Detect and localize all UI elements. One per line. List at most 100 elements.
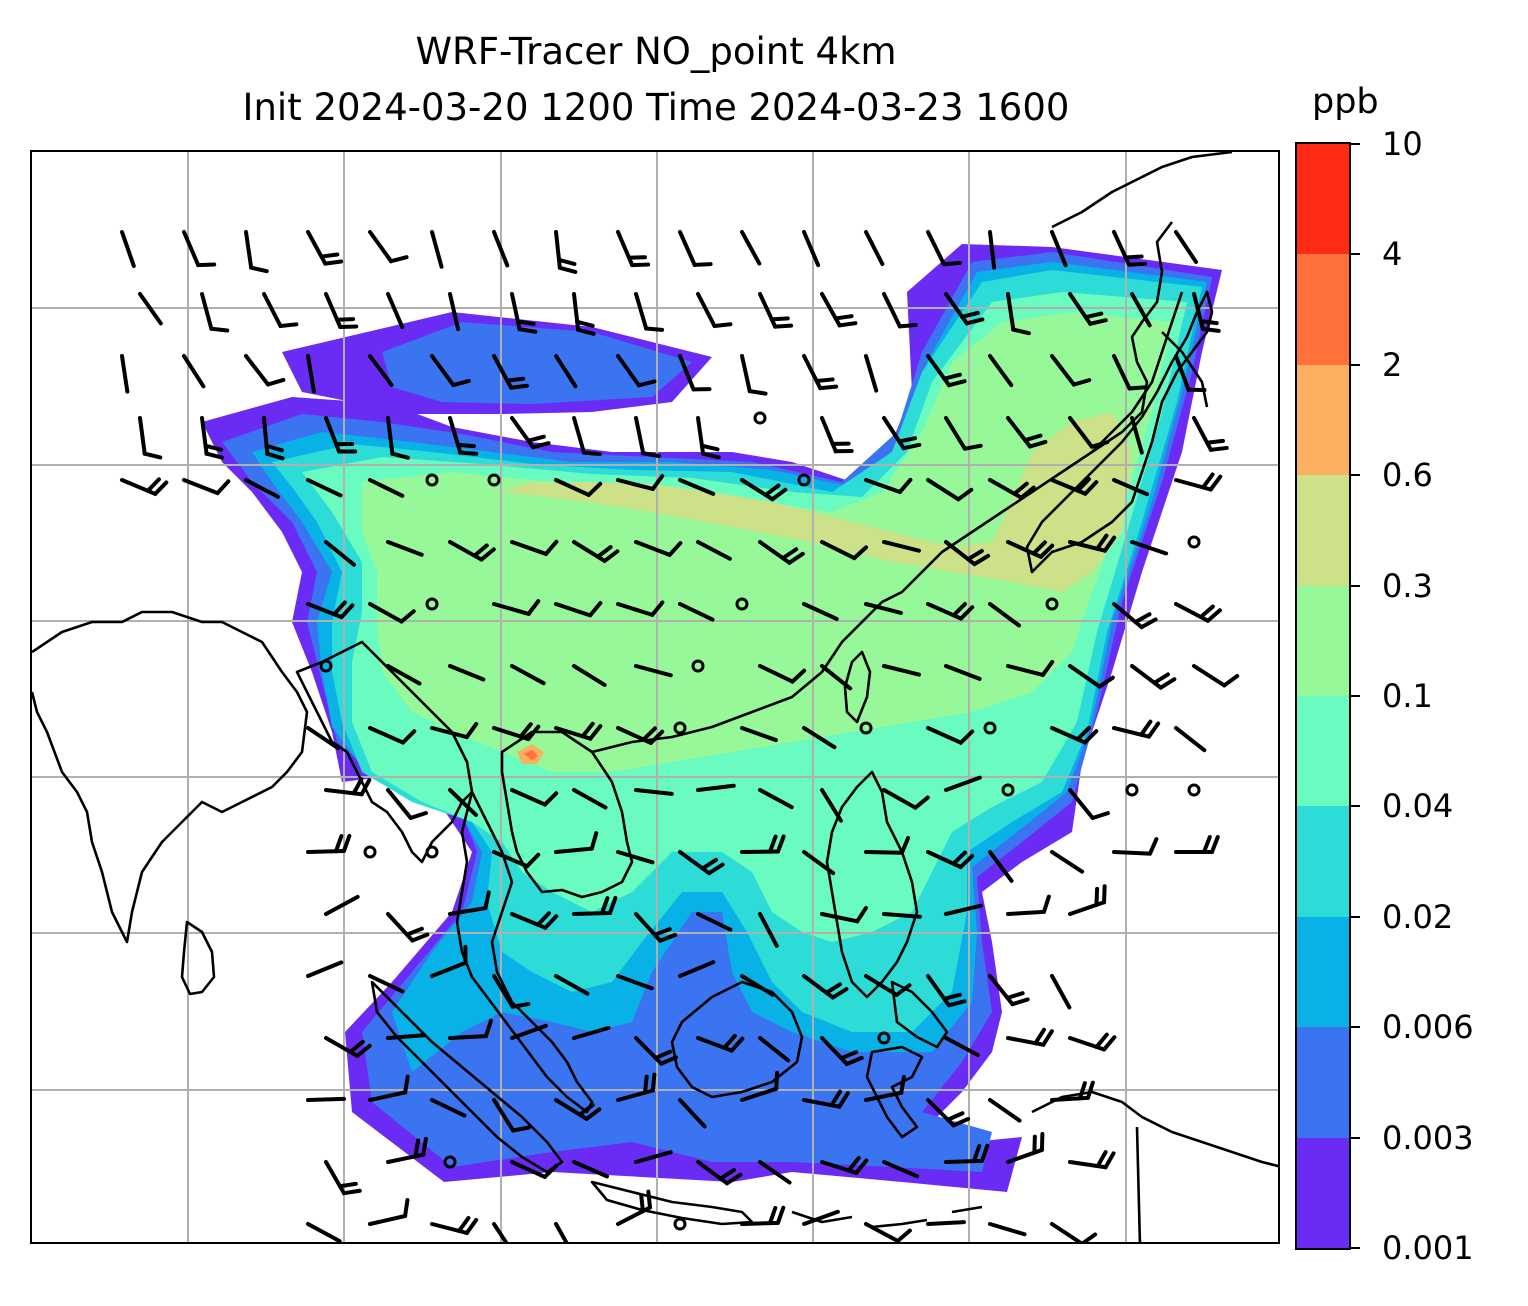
wind-barb bbox=[678, 230, 713, 267]
wind-barb bbox=[430, 354, 471, 388]
wind-barb bbox=[1192, 664, 1240, 688]
wind-barb-flag bbox=[773, 323, 794, 329]
wind-barb bbox=[1068, 788, 1110, 820]
wind-barb-shaft bbox=[758, 788, 794, 810]
wind-barb-flag bbox=[1095, 1150, 1108, 1169]
wind-barb bbox=[510, 539, 559, 556]
wind-barb-shaft bbox=[740, 354, 752, 394]
wind-barb-shaft bbox=[864, 974, 899, 997]
wind-barb bbox=[988, 602, 1021, 628]
wind-barb bbox=[1050, 974, 1072, 1010]
wind-barb-shaft bbox=[306, 354, 316, 394]
wind-barb-shaft bbox=[262, 292, 283, 329]
calm-marker bbox=[487, 473, 501, 487]
wind-barb bbox=[1068, 292, 1108, 326]
wind-barb bbox=[1006, 540, 1055, 559]
wind-barb-shaft bbox=[368, 230, 394, 264]
wind-barb bbox=[944, 416, 983, 451]
wind-barb-flag bbox=[852, 545, 869, 561]
wind-barb bbox=[758, 1160, 792, 1185]
wind-barb bbox=[368, 974, 405, 994]
wind-barb bbox=[430, 1215, 479, 1235]
wind-barb bbox=[678, 354, 712, 392]
wind-barb-shaft bbox=[386, 1033, 426, 1040]
wind-barb bbox=[1006, 292, 1031, 336]
wind-barb bbox=[1112, 719, 1161, 739]
wind-barb-shaft bbox=[554, 354, 578, 389]
wind-barb-shaft bbox=[616, 354, 641, 388]
wind-barb bbox=[988, 478, 1036, 500]
wind-barb-flag bbox=[767, 834, 778, 854]
wind-barb-shaft bbox=[430, 230, 444, 269]
map-title-line-2: Init 2024-03-20 1200 Time 2024-03-23 160… bbox=[242, 86, 1070, 129]
wind-barb bbox=[678, 1098, 707, 1129]
wind-barb-shaft bbox=[634, 292, 649, 331]
wind-barb-shaft bbox=[1006, 292, 1016, 332]
wind-barb bbox=[1192, 416, 1229, 452]
wind-barb-shaft bbox=[696, 292, 717, 328]
wind-barb bbox=[634, 1150, 673, 1164]
wind-barb bbox=[306, 230, 344, 266]
wind-barb-flag bbox=[650, 1072, 657, 1093]
wind-barb bbox=[740, 1070, 780, 1102]
wind-barb-shaft bbox=[678, 602, 715, 622]
wind-barb-flag bbox=[408, 811, 428, 820]
wind-barb bbox=[554, 601, 603, 618]
calm-marker bbox=[859, 721, 873, 735]
wind-barb bbox=[430, 944, 468, 978]
wind-barb-flag bbox=[763, 483, 781, 497]
wind-barb-flag bbox=[951, 602, 967, 618]
coastline-korea bbox=[1091, 221, 1174, 454]
wind-barb-flag bbox=[421, 1136, 428, 1157]
wind-barb-flag bbox=[1205, 608, 1222, 623]
colorbar-segment bbox=[1297, 144, 1349, 255]
wind-barb-shaft bbox=[696, 783, 736, 792]
wind-barb-flag bbox=[142, 451, 163, 460]
wind-barb-flag bbox=[641, 451, 661, 458]
wind-barb-shaft bbox=[448, 906, 488, 916]
wind-barbs bbox=[120, 230, 1240, 1242]
wind-barb bbox=[634, 912, 678, 943]
wind-barb-shaft bbox=[634, 788, 674, 796]
wind-barb-flag bbox=[700, 857, 719, 871]
map-panel bbox=[30, 150, 1280, 1244]
wind-barb-shaft bbox=[492, 974, 515, 1009]
wind-barb-shaft bbox=[430, 1098, 467, 1118]
wind-barb bbox=[368, 478, 405, 498]
calm-wind-markers bbox=[319, 411, 1201, 1231]
wind-barb-shaft bbox=[1112, 850, 1152, 856]
wind-barb-flag bbox=[1094, 1032, 1109, 1049]
wind-barb-flag bbox=[1010, 997, 1030, 1007]
wind-barb bbox=[1112, 837, 1159, 856]
wind-barb-shaft bbox=[740, 726, 778, 743]
wind-barb bbox=[554, 1222, 569, 1242]
wind-barb-flag bbox=[972, 553, 991, 567]
wind-barb-shaft bbox=[244, 230, 254, 270]
wind-barb-flag bbox=[278, 322, 299, 329]
wind-barb-flag bbox=[531, 441, 551, 450]
wind-barb bbox=[988, 230, 997, 270]
wind-barb-flag bbox=[1012, 481, 1029, 496]
wind-barb bbox=[864, 354, 879, 393]
wind-barb bbox=[740, 354, 768, 396]
wind-barb-flag bbox=[390, 451, 410, 460]
wind-barb-flag bbox=[1123, 254, 1144, 260]
colorbar-tick bbox=[1351, 143, 1360, 145]
wind-barb bbox=[1050, 477, 1099, 496]
wind-barb-flag bbox=[517, 327, 538, 334]
wind-barb bbox=[448, 292, 461, 332]
wind-barb bbox=[306, 354, 316, 394]
tracer-fill-band-7 bbox=[502, 412, 1132, 592]
wind-barb-shaft bbox=[1050, 1095, 1090, 1102]
wind-barb bbox=[696, 1160, 743, 1186]
wind-barb-flag bbox=[1095, 533, 1109, 551]
wind-barb bbox=[262, 292, 299, 329]
wind-barb-shaft bbox=[802, 850, 836, 876]
wind-barb bbox=[306, 1096, 346, 1102]
calm-marker bbox=[691, 659, 705, 673]
wind-barb-shaft bbox=[572, 911, 612, 916]
colorbar-tick-label: 0.04 bbox=[1382, 787, 1454, 826]
wind-barb-shaft bbox=[510, 788, 547, 807]
wind-barb-shaft bbox=[1174, 354, 1191, 392]
wind-barb bbox=[802, 230, 821, 268]
